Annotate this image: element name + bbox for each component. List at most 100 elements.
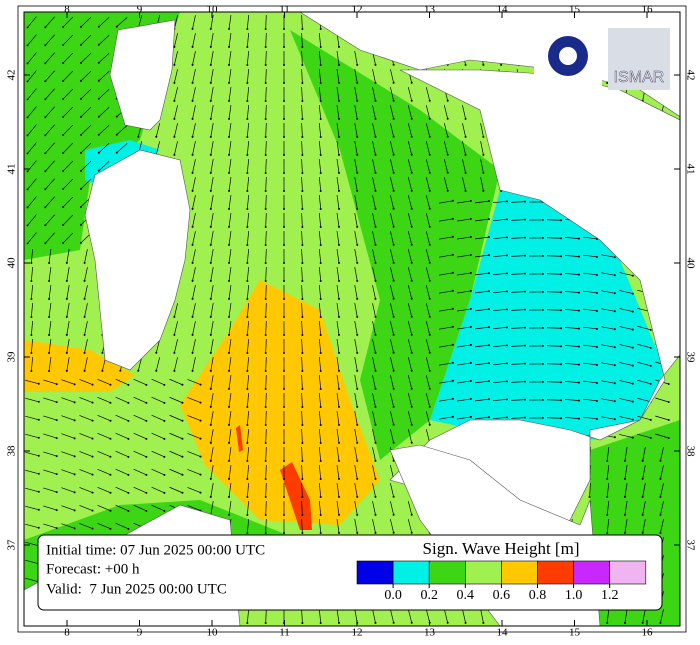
wave-arrow-head bbox=[523, 416, 526, 419]
wave-arrow-head bbox=[613, 400, 616, 403]
lat-label: 38 bbox=[6, 445, 18, 457]
wave-arrow bbox=[301, 302, 303, 318]
wave-arrow bbox=[318, 51, 322, 65]
wave-arrow-head bbox=[26, 170, 29, 173]
wave-arrow-head bbox=[577, 417, 580, 420]
wave-arrow-head bbox=[127, 527, 130, 530]
wave-zone bbox=[236, 425, 243, 452]
wave-arrow bbox=[265, 194, 267, 210]
wave-arrow bbox=[601, 416, 615, 420]
wave-arrow-head bbox=[392, 171, 395, 174]
wave-arrow-head bbox=[55, 437, 58, 440]
wave-arrow bbox=[192, 159, 196, 173]
wave-arrow-head bbox=[145, 383, 148, 386]
wave-arrow bbox=[354, 123, 358, 137]
wave-arrow-head bbox=[62, 62, 65, 65]
wave-arrow bbox=[265, 446, 267, 462]
wave-arrow bbox=[246, 392, 250, 408]
wave-arrow bbox=[174, 357, 178, 371]
wave-arrow bbox=[169, 432, 183, 440]
colorbar-box bbox=[501, 560, 538, 585]
wave-arrow-head bbox=[44, 170, 47, 173]
wave-arrow-head bbox=[283, 27, 286, 30]
lat-label: 40 bbox=[6, 257, 18, 269]
wave-arrow bbox=[61, 505, 75, 511]
wave-arrow-head bbox=[301, 27, 304, 30]
wave-arrow bbox=[407, 375, 413, 389]
wave-arrow-head bbox=[319, 441, 322, 444]
wave-arrow-head bbox=[44, 242, 47, 245]
wave-arrow bbox=[624, 465, 628, 479]
wave-arrow bbox=[43, 523, 57, 529]
wave-arrow-head bbox=[559, 399, 562, 402]
wave-arrow-head bbox=[109, 473, 112, 476]
outer-frame bbox=[17, 5, 687, 633]
wave-arrow-head bbox=[55, 509, 58, 512]
wave-arrow-head bbox=[541, 254, 544, 257]
wave-arrow bbox=[354, 249, 358, 263]
wave-arrow-head bbox=[48, 315, 51, 318]
legend: 0.0 0.2 0.4 0.6 0.8 1.0 1.2 bbox=[356, 560, 647, 603]
wave-arrow bbox=[601, 290, 615, 294]
wave-arrow bbox=[210, 429, 214, 443]
wave-arrow-head bbox=[410, 81, 413, 84]
wave-arrow-head bbox=[559, 345, 562, 348]
wave-arrow bbox=[246, 68, 250, 84]
wave-arrow bbox=[80, 88, 92, 100]
wave-arrow-head bbox=[62, 206, 65, 209]
wave-arrow-head bbox=[505, 398, 508, 401]
wave-arrow bbox=[301, 104, 303, 120]
wave-arrow bbox=[390, 303, 394, 317]
logo-mark bbox=[559, 47, 577, 65]
wave-arrow-head bbox=[392, 621, 395, 624]
wave-arrow-head bbox=[209, 153, 212, 156]
wave-arrow bbox=[480, 123, 484, 137]
wave-arrow bbox=[390, 357, 394, 371]
wave-arrow-head bbox=[559, 327, 562, 330]
wave-arrow bbox=[546, 291, 562, 293]
wave-arrow-head bbox=[173, 315, 176, 318]
wave-arrow-head bbox=[523, 362, 526, 365]
wave-arrow-head bbox=[55, 401, 58, 404]
wave-arrow-head bbox=[246, 315, 249, 318]
wave-arrow-head bbox=[392, 279, 395, 282]
wave-arrow bbox=[174, 15, 178, 29]
wave-arrow-head bbox=[523, 236, 526, 239]
wave-arrow bbox=[336, 285, 340, 299]
wave-arrow-head bbox=[505, 290, 508, 293]
wave-arrow-head bbox=[246, 459, 249, 462]
wave-arrow bbox=[25, 523, 39, 529]
wave-arrow-head bbox=[319, 171, 322, 174]
wave-arrow bbox=[318, 609, 322, 623]
wave-arrow-head bbox=[428, 261, 431, 264]
wave-arrow-head bbox=[623, 495, 626, 498]
wave-arrow bbox=[372, 411, 376, 425]
wave-arrow bbox=[301, 140, 303, 156]
wave-arrow-head bbox=[319, 333, 322, 336]
wave-arrow-head bbox=[428, 405, 431, 408]
wave-arrow bbox=[151, 504, 165, 512]
wave-arrow-head bbox=[410, 261, 413, 264]
wave-arrow bbox=[192, 357, 196, 371]
wave-arrow bbox=[265, 428, 267, 444]
wave-arrow-head bbox=[109, 527, 112, 530]
wave-arrow bbox=[265, 266, 267, 282]
wave-arrow-head bbox=[209, 351, 212, 354]
wave-arrow-head bbox=[44, 206, 47, 209]
wave-arrow bbox=[62, 88, 74, 100]
wave-arrow bbox=[425, 195, 431, 209]
wave-arrow-head bbox=[428, 279, 431, 282]
wave-arrow-head bbox=[137, 369, 140, 372]
wave-arrow-head bbox=[410, 99, 413, 102]
wave-arrow bbox=[336, 411, 340, 425]
wave-arrow-head bbox=[577, 255, 580, 258]
wave-arrow bbox=[318, 267, 322, 281]
wave-arrow-head bbox=[505, 272, 508, 275]
wave-arrow bbox=[228, 357, 232, 371]
wave-arrow-head bbox=[191, 135, 194, 138]
wave-arrow-head bbox=[319, 207, 322, 210]
wave-arrow bbox=[336, 141, 340, 155]
wave-arrow-head bbox=[451, 217, 454, 220]
wave-arrow bbox=[583, 272, 597, 276]
wave-arrow bbox=[318, 69, 322, 83]
